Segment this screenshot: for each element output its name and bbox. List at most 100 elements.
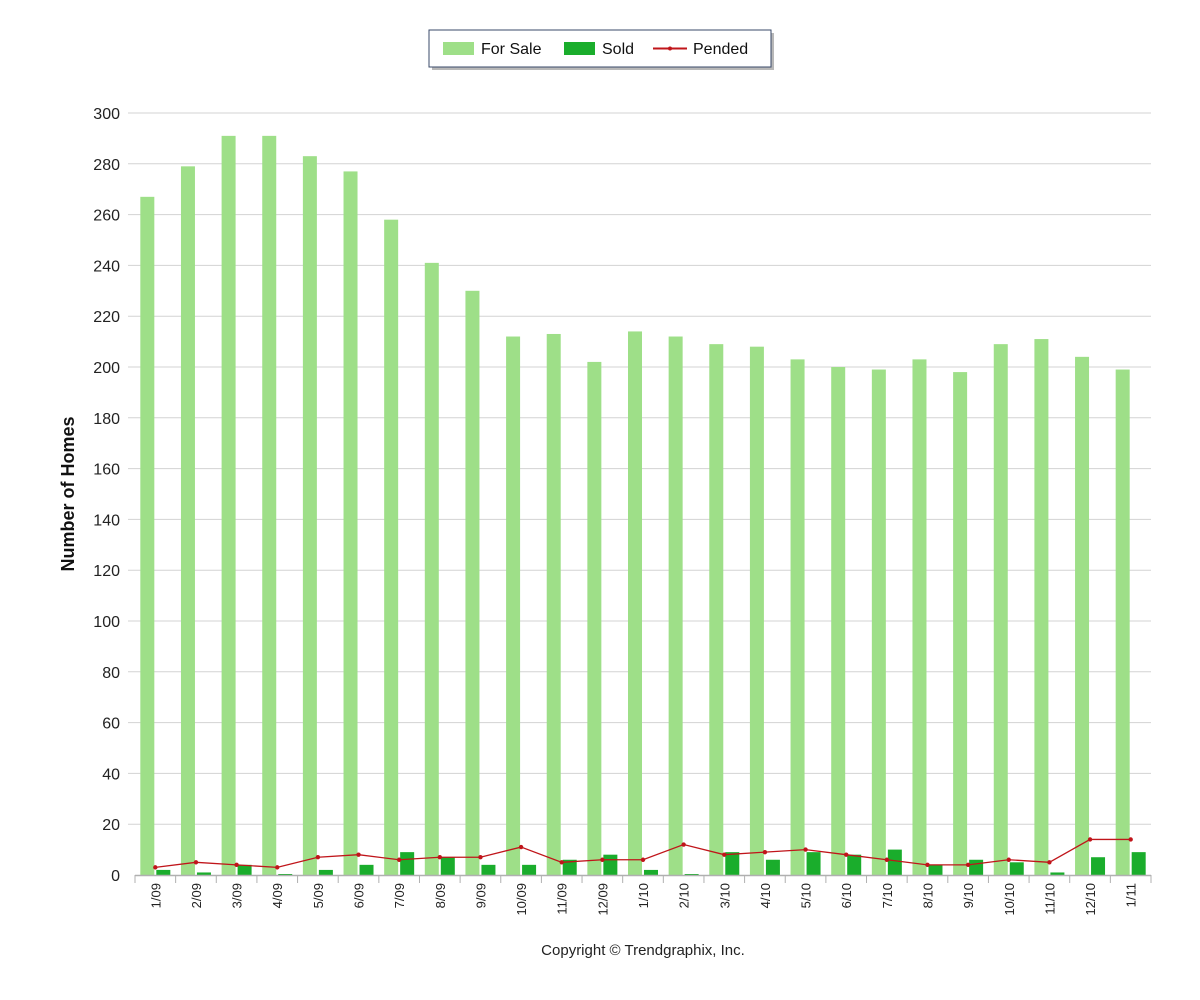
bar-sold [928,864,943,875]
legend-label-for-sale: For Sale [481,41,542,58]
pended-point [559,860,564,865]
x-tick-label: 1/11 [1124,883,1139,907]
y-axis-ticks: 0 20 40 60 80 100 120 140 160 180 200 220 240 260 280 3… [93,106,120,885]
pended-point [884,857,890,862]
legend: For Sale Sold Pended [428,29,774,70]
bar-sold [1131,852,1146,875]
x-axis [134,874,1152,883]
y-tick-label: 200 [93,360,120,377]
pended-point [275,865,280,870]
bar-for-sale [993,344,1008,875]
bar-for-sale [180,166,195,876]
bar-for-sale [221,135,236,876]
legend-dot-pended [668,46,672,51]
bar-for-sale [831,367,846,875]
y-tick-label: 260 [93,208,120,225]
pended-point [1047,860,1052,865]
bar-sold [806,852,821,875]
x-tick-label: 5/10 [799,883,814,908]
pended-series-line [155,838,1131,869]
bar-for-sale [302,156,317,875]
pended-point [1128,837,1133,842]
bar-for-sale [709,344,724,875]
y-tick-label: 240 [93,258,120,275]
pended-point [193,860,199,865]
bar-sold [765,859,780,875]
bar-sold [969,859,984,875]
legend-swatch-for-sale [443,42,474,55]
pended-point [396,857,402,862]
legend-swatch-sold [564,42,595,55]
x-tick-label: 3/10 [717,883,732,908]
pended-point [722,852,727,857]
bar-sold [603,854,618,875]
pended-point [844,852,849,857]
x-tick-label: 9/09 [473,883,488,908]
y-tick-label: 120 [93,563,120,580]
x-tick-label: 8/10 [920,883,935,908]
x-axis-labels: 1/09 2/09 3/09 4/09 5/09 6/09 7/09 8/09 9/09 10/0… [148,883,1138,916]
pended-point [600,857,605,862]
bar-for-sale [506,336,521,875]
x-tick-label: 11/10 [1042,883,1057,915]
bar-sold [887,849,902,875]
bar-sold [725,852,740,875]
bar-for-sale [424,262,439,875]
bar-sold [1050,872,1065,875]
pended-point [681,842,686,847]
bar-for-sale [1034,339,1049,875]
y-tick-label: 80 [102,665,120,682]
bar-for-sale [628,331,642,875]
pended-point [356,852,361,857]
bar-sold [318,869,333,875]
y-tick-label: 0 [111,868,120,885]
bar-sold [847,854,862,875]
x-tick-label: 4/10 [758,883,773,908]
bar-sold [481,864,496,875]
bar-sold [237,864,252,875]
y-tick-label: 300 [93,106,120,123]
x-tick-label: 5/09 [311,883,326,908]
x-tick-label: 10/10 [1002,883,1017,916]
pended-point [153,865,158,870]
bar-for-sale [749,346,764,875]
bar-for-sale [1075,356,1090,876]
bar-sold [156,869,171,875]
x-tick-label: 8/09 [433,883,448,908]
bars [140,135,1146,876]
pended-point [234,862,239,868]
y-tick-label: 180 [93,411,120,428]
y-tick-label: 60 [102,716,120,733]
bar-sold [644,869,658,875]
bar-for-sale [668,336,683,875]
pended-point [640,857,646,862]
x-tick-label: 11/09 [555,883,570,915]
legend-box [428,29,772,68]
bar-sold [1091,857,1106,875]
bar-for-sale [1115,369,1130,875]
pended-point [1006,857,1011,862]
y-axis-title: Number of Homes [58,416,78,571]
x-tick-label: 2/10 [677,883,692,908]
bar-sold [1009,862,1024,875]
pended-point [925,862,930,868]
bar-sold [562,859,577,875]
bar-sold [400,852,415,875]
bar-sold [196,872,211,875]
bar-sold [522,864,537,875]
bar-for-sale [871,369,886,875]
copyright: Copyright © Trendgraphix, Inc. [541,942,745,959]
x-tick-label: 2/09 [189,883,204,908]
bar-for-sale [465,290,480,875]
bar-for-sale [384,219,399,875]
bar-for-sale [790,359,805,875]
bar-for-sale [587,361,602,875]
bar-for-sale [262,135,277,876]
pended-point [518,844,524,850]
pended-point [1087,837,1093,842]
y-tick-label: 160 [93,462,120,479]
x-tick-label: 4/09 [270,883,285,908]
x-tick-label: 9/10 [961,883,976,908]
y-tick-label: 220 [93,309,120,326]
